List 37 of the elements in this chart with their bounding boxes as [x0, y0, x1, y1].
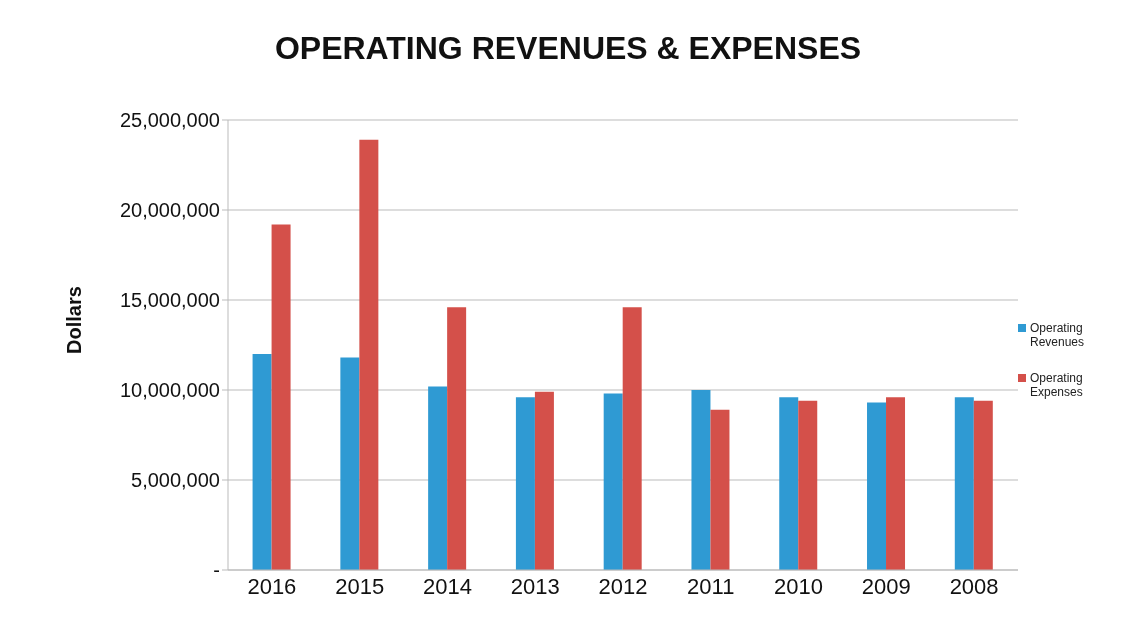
bar: [779, 397, 799, 570]
y-tick-label: 25,000,000: [119, 109, 220, 132]
legend-label: Operating Revenues: [1030, 321, 1086, 349]
bar: [340, 357, 360, 570]
y-tick-label: 20,000,000: [119, 199, 220, 222]
bar: [359, 139, 379, 570]
x-tick-label: 2015: [335, 573, 385, 599]
bar: [515, 397, 535, 570]
x-tick-label: 2012: [598, 573, 648, 599]
bar: [428, 386, 448, 570]
x-tick-label: 2016: [247, 573, 297, 599]
chart-title: OPERATING REVENUES & EXPENSES: [273, 29, 863, 68]
bar: [954, 397, 974, 570]
x-tick-label: 2013: [510, 573, 560, 599]
bar: [622, 307, 642, 570]
y-tick-label: -: [213, 559, 220, 582]
bar: [271, 224, 291, 570]
bar: [798, 400, 818, 570]
y-tick-label: 5,000,000: [131, 469, 220, 492]
y-axis-title: Dollars: [63, 286, 86, 354]
x-tick-label: 2011: [687, 573, 735, 599]
bar: [886, 397, 906, 570]
y-tick-label: 10,000,000: [119, 379, 220, 402]
bar: [973, 400, 993, 570]
bar: [867, 402, 887, 570]
legend-label: Operating Expenses: [1030, 371, 1084, 399]
bar: [710, 409, 730, 570]
bar: [534, 391, 554, 570]
bar: [691, 390, 711, 570]
x-tick-label: 2014: [422, 573, 472, 599]
y-tick-label: 15,000,000: [119, 289, 220, 312]
bar: [603, 393, 623, 570]
x-tick-label: 2008: [949, 573, 999, 599]
bar: [447, 307, 467, 570]
x-tick-label: 2010: [774, 573, 824, 599]
bar: [252, 354, 272, 570]
x-tick-label: 2009: [861, 573, 911, 599]
